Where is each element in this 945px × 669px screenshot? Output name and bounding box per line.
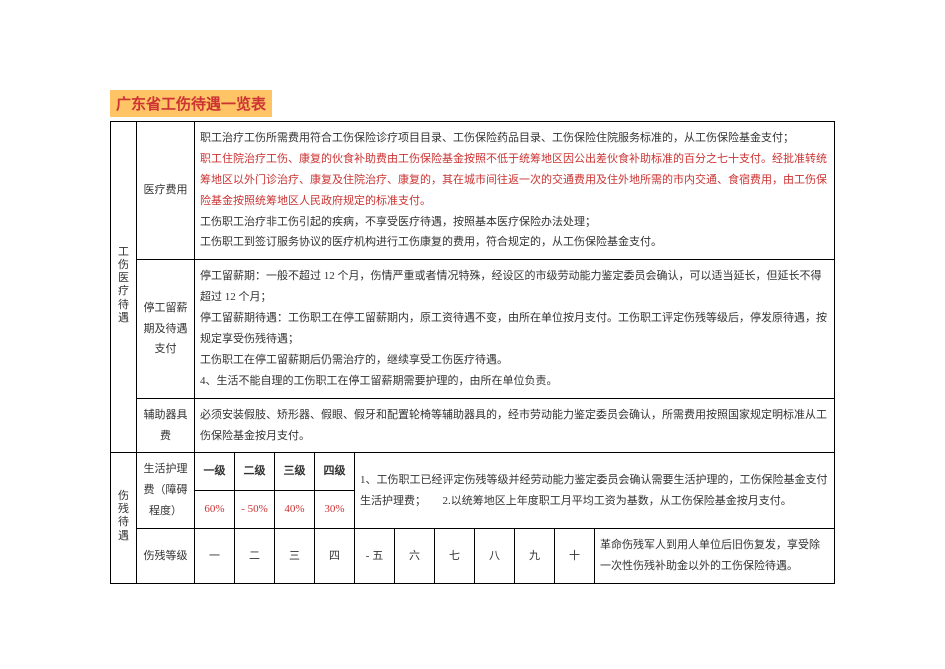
care-level-3: 三级: [275, 453, 315, 491]
grade-col-7: 七: [435, 529, 475, 584]
row-label-grade: 伤残等级: [137, 529, 195, 584]
benefits-table: 工伤医疗待遇 医疗费用 职工治疗工伤所需费用符合工伤保险诊疗项目目录、工伤保险药…: [110, 121, 835, 584]
row-label-care-fee: 生活护理费（障碍程度）: [137, 453, 195, 529]
table-row: 停工留薪期及待遇支付 停工留薪期：一般不超过 12 个月，伤情严重或者情况特殊，…: [111, 260, 835, 398]
grade-col-5: - 五: [355, 529, 395, 584]
medical-fee-content: 职工治疗工伤所需费用符合工伤保险诊疗项目目录、工伤保险药品目录、工伤保险住院服务…: [195, 122, 835, 260]
care-level-1: 一级: [195, 453, 235, 491]
care-pct-4: 30%: [315, 491, 355, 529]
section1-group-label: 工伤医疗待遇: [111, 122, 137, 453]
section2-group-label: 伤残待遇: [111, 453, 137, 583]
care-pct-1: 60%: [195, 491, 235, 529]
row-label-stop-work: 停工留薪期及待遇支付: [137, 260, 195, 398]
table-row: 辅助器具费 必须安装假肢、矫形器、假眼、假牙和配置轮椅等辅助器具的，经市劳动能力…: [111, 398, 835, 453]
grade-col-4: 四: [315, 529, 355, 584]
care-note: 1、工伤职工已经评定伤残等级并经劳动能力鉴定委员会确认需要生活护理的，工伤保险基…: [355, 453, 835, 529]
aux-device-content: 必须安装假肢、矫形器、假眼、假牙和配置轮椅等辅助器具的，经市劳动能力鉴定委员会确…: [195, 398, 835, 453]
row-label-medical-fee: 医疗费用: [137, 122, 195, 260]
grade-col-6: 六: [395, 529, 435, 584]
grade-col-8: 八: [475, 529, 515, 584]
grade-col-1: 一: [195, 529, 235, 584]
grade-note: 革命伤残军人到用人单位后旧伤复发，享受除一次性伤残补助金以外的工伤保险待遇。: [595, 529, 835, 584]
table-row: 工伤医疗待遇 医疗费用 职工治疗工伤所需费用符合工伤保险诊疗项目目录、工伤保险药…: [111, 122, 835, 260]
stop-work-content: 停工留薪期：一般不超过 12 个月，伤情严重或者情况特殊，经设区的市级劳动能力鉴…: [195, 260, 835, 398]
grade-col-3: 三: [275, 529, 315, 584]
care-pct-3: 40%: [275, 491, 315, 529]
page-title: 广东省工伤待遇一览表: [110, 90, 272, 117]
care-level-2: 二级: [235, 453, 275, 491]
care-pct-2: - 50%: [235, 491, 275, 529]
table-row: 伤残等级 一 二 三 四 - 五 六 七 八 九 十 革命伤残军人到用人单位后旧…: [111, 529, 835, 584]
row-label-aux-device: 辅助器具费: [137, 398, 195, 453]
grade-col-10: 十: [555, 529, 595, 584]
grade-col-9: 九: [515, 529, 555, 584]
table-row: 伤残待遇 生活护理费（障碍程度） 一级 二级 三级 四级 1、工伤职工已经评定伤…: [111, 453, 835, 491]
grade-col-2: 二: [235, 529, 275, 584]
care-level-4: 四级: [315, 453, 355, 491]
